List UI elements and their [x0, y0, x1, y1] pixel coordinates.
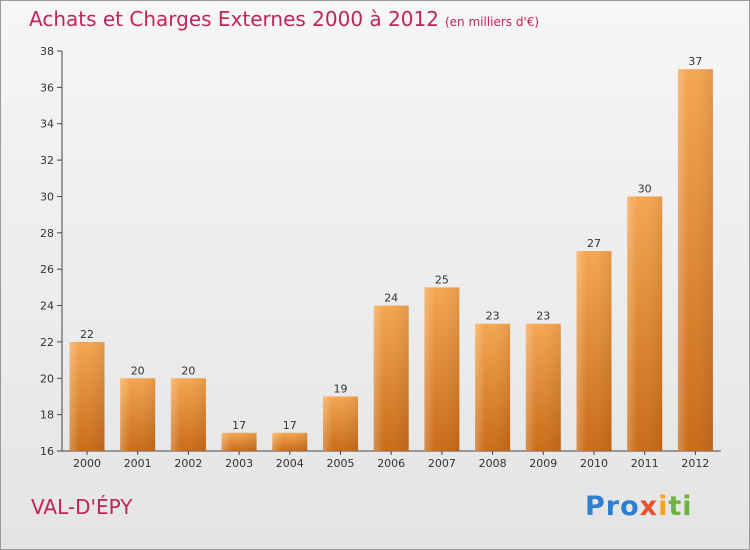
bar-shade: [424, 287, 460, 451]
bar-shade: [525, 323, 561, 451]
bar-value-label: 17: [283, 419, 297, 432]
chart-unit: (en milliers d'€): [444, 15, 540, 29]
chart-axes: 16 18 20 22 24 26 28 30 32 34 36 38 2000 2001 2002 2003…: [40, 45, 721, 470]
bar-value-label: 23: [486, 310, 500, 323]
x-tick-label: 2002: [174, 457, 202, 470]
y-tick-label: 38: [40, 45, 54, 58]
y-tick-label: 34: [40, 118, 54, 131]
bar-value-label: 30: [638, 182, 652, 195]
x-tick-label: 2008: [479, 457, 507, 470]
bar-value-label: 27: [587, 237, 601, 250]
bar-shade: [120, 378, 156, 451]
x-tick-label: 2010: [580, 457, 608, 470]
y-tick-label: 18: [40, 409, 54, 422]
chart-bars: [69, 69, 713, 451]
logo-part-2: x: [639, 491, 659, 522]
bar-value-label: 25: [435, 273, 449, 286]
bar-value-label: 19: [334, 382, 348, 395]
y-tick-label: 28: [40, 227, 54, 240]
bar-chart: 16 18 20 22 24 26 28 30 32 34 36 38 2000 2001 2002 2003…: [40, 45, 721, 470]
bar-value-label: 17: [232, 419, 246, 432]
x-tick-label: 2009: [529, 457, 557, 470]
y-tick-label: 26: [40, 263, 54, 276]
chart-title: Achats et Charges Externes 2000 à 2012 (e…: [29, 7, 539, 31]
bar-shade: [323, 396, 358, 451]
bar-value-label: 20: [181, 364, 195, 377]
bar-shade: [69, 341, 105, 451]
bar-shade: [373, 305, 409, 451]
x-tick-label: 2004: [276, 457, 304, 470]
bar-value-label: 20: [131, 364, 145, 377]
bar-shade: [677, 69, 713, 451]
chart-title-text: Achats et Charges Externes 2000 à 2012: [29, 7, 439, 31]
y-tick-label: 32: [40, 154, 54, 167]
y-tick-label: 16: [40, 445, 54, 458]
chart-data-labels: 22 20 20 17 17 19 24 25 23 23 27 30 37: [80, 55, 702, 432]
x-tick-label: 2001: [124, 457, 152, 470]
bar-shade: [576, 251, 612, 451]
y-tick-label: 22: [40, 336, 54, 349]
bar-shade: [475, 323, 511, 451]
x-tick-label: 2006: [377, 457, 405, 470]
x-tick-label: 2011: [631, 457, 659, 470]
bar-shade: [627, 196, 663, 451]
bar-value-label: 24: [384, 292, 398, 305]
y-tick-label: 30: [40, 190, 54, 203]
y-tick-label: 24: [40, 300, 54, 313]
y-tick-label: 36: [40, 81, 54, 94]
x-tick-label: 2007: [428, 457, 456, 470]
bar-value-label: 37: [688, 55, 702, 68]
x-tick-label: 2005: [327, 457, 355, 470]
x-tick-label: 2012: [681, 457, 709, 470]
logo-part-1: Pro: [585, 491, 640, 522]
bar-value-label: 22: [80, 328, 94, 341]
proxiti-logo: Proxiti: [585, 491, 693, 522]
location-name: VAL-D'ÉPY: [31, 495, 133, 519]
x-tick-label: 2003: [225, 457, 253, 470]
logo-part-4: ti: [668, 491, 693, 522]
bar-value-label: 23: [536, 310, 550, 323]
bar-shade: [272, 432, 308, 451]
bar-shade: [170, 378, 206, 451]
y-tick-label: 20: [40, 372, 54, 385]
logo-part-3: i: [658, 491, 669, 522]
bar-shade: [221, 432, 257, 451]
x-tick-label: 2000: [73, 457, 101, 470]
